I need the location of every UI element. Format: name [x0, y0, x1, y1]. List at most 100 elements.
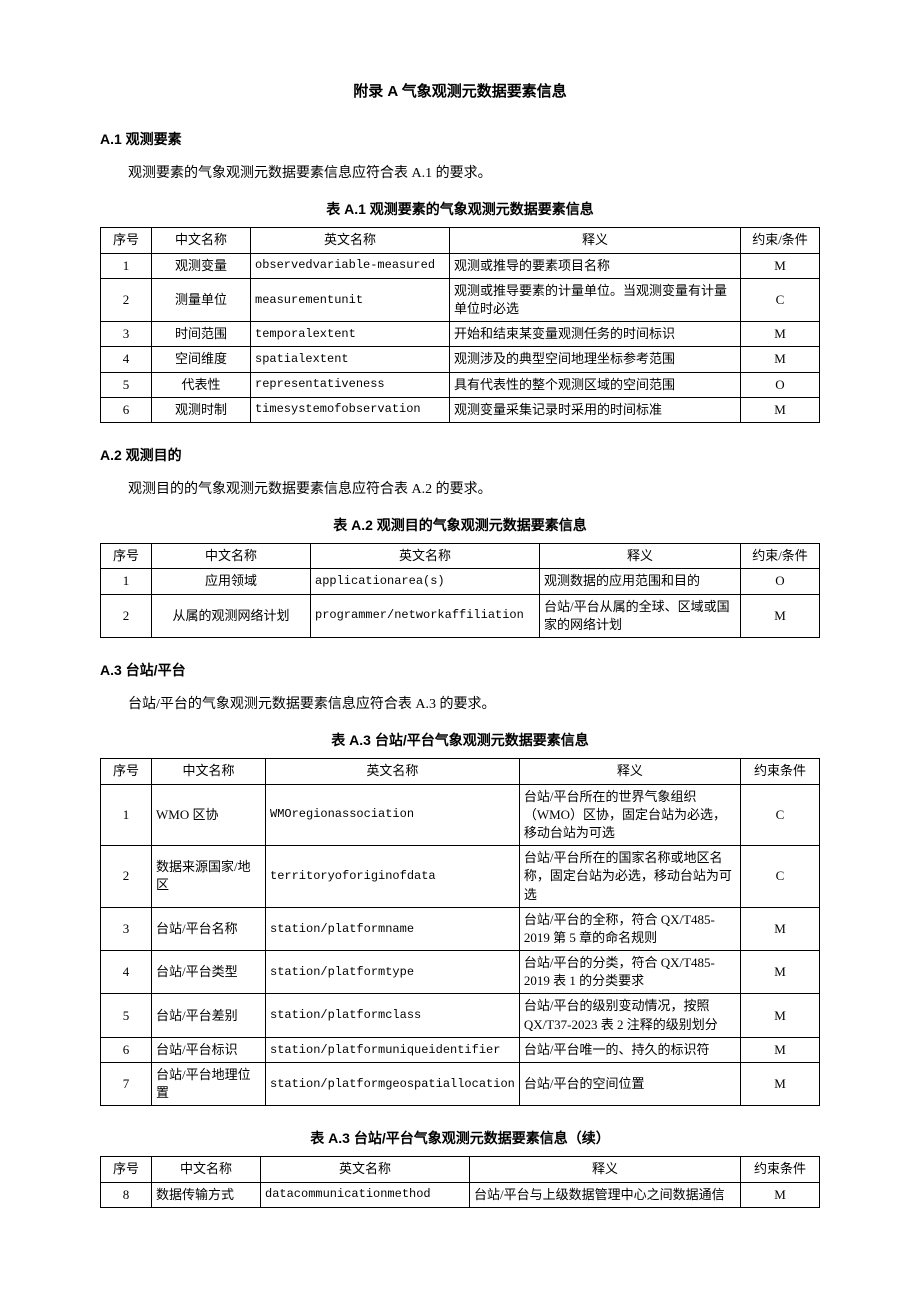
th-seq: 序号 [101, 1157, 152, 1182]
cell-def: 台站/平台所在的国家名称或地区名称，固定台站为必选，移动台站为可选 [519, 846, 740, 908]
table-a3-cont-body: 8数据传输方式datacommunicationmethod台站/平台与上级数据… [101, 1182, 820, 1207]
table-row: 3时间范围temporalextent开始和结束某变量观测任务的时间标识M [101, 322, 820, 347]
cell-en: territoryoforiginofdata [266, 846, 520, 908]
th-card: 约束/条件 [741, 544, 820, 569]
section-a2-intro: 观测目的的气象观测元数据要素信息应符合表 A.2 的要求。 [100, 479, 820, 501]
cell-cn: WMO 区协 [152, 784, 266, 846]
cell-card: M [741, 397, 820, 422]
cell-def: 台站/平台唯一的、持久的标识符 [519, 1037, 740, 1062]
cell-en: representativeness [251, 372, 450, 397]
cell-def: 观测数据的应用范围和目的 [540, 569, 741, 594]
table-a3-cont-caption: 表 A.3 台站/平台气象观测元数据要素信息（续） [100, 1128, 820, 1148]
cell-en: applicationarea(s) [311, 569, 540, 594]
cell-card: M [741, 907, 820, 950]
table-a1-body: 1观测变量observedvariable-measured观测或推导的要素项目… [101, 253, 820, 422]
cell-en: temporalextent [251, 322, 450, 347]
table-row: 1应用领域applicationarea(s)观测数据的应用范围和目的O [101, 569, 820, 594]
cell-seq: 5 [101, 994, 152, 1037]
table-row: 4空间维度spatialextent观测涉及的典型空间地理坐标参考范围M [101, 347, 820, 372]
table-a2-body: 1应用领域applicationarea(s)观测数据的应用范围和目的O2从属的… [101, 569, 820, 638]
th-card: 约束条件 [741, 1157, 820, 1182]
cell-en: measurementunit [251, 278, 450, 321]
cell-cn: 观测时制 [152, 397, 251, 422]
section-a3-heading: A.3 台站/平台 [100, 660, 820, 680]
cell-def: 观测或推导的要素项目名称 [450, 253, 741, 278]
cell-seq: 8 [101, 1182, 152, 1207]
cell-def: 观测变量采集记录时采用的时间标准 [450, 397, 741, 422]
cell-en: station/platformname [266, 907, 520, 950]
cell-card: C [741, 846, 820, 908]
th-seq: 序号 [101, 228, 152, 253]
cell-card: M [741, 1182, 820, 1207]
cell-def: 台站/平台所在的世界气象组织（WMO）区协，固定台站为必选，移动台站为可选 [519, 784, 740, 846]
cell-def: 台站/平台与上级数据管理中心之间数据通信 [470, 1182, 741, 1207]
th-card: 约束/条件 [741, 228, 820, 253]
th-en: 英文名称 [266, 759, 520, 784]
cell-card: M [741, 253, 820, 278]
cell-cn: 应用领域 [152, 569, 311, 594]
cell-en: programmer/networkaffiliation [311, 594, 540, 637]
cell-card: M [741, 1037, 820, 1062]
cell-cn: 空间维度 [152, 347, 251, 372]
cell-cn: 时间范围 [152, 322, 251, 347]
cell-def: 开始和结束某变量观测任务的时间标识 [450, 322, 741, 347]
cell-card: C [741, 784, 820, 846]
th-cn: 中文名称 [152, 544, 311, 569]
section-a2-heading: A.2 观测目的 [100, 445, 820, 465]
table-row: 2从属的观测网络计划programmer/networkaffiliation台… [101, 594, 820, 637]
cell-cn: 测量单位 [152, 278, 251, 321]
table-row: 3台站/平台名称station/platformname台站/平台的全称，符合 … [101, 907, 820, 950]
table-a3-caption: 表 A.3 台站/平台气象观测元数据要素信息 [100, 730, 820, 750]
cell-cn: 台站/平台差别 [152, 994, 266, 1037]
th-def: 释义 [470, 1157, 741, 1182]
cell-cn: 数据来源国家/地区 [152, 846, 266, 908]
section-a1-intro: 观测要素的气象观测元数据要素信息应符合表 A.1 的要求。 [100, 163, 820, 185]
th-seq: 序号 [101, 759, 152, 784]
cell-seq: 2 [101, 594, 152, 637]
cell-seq: 6 [101, 397, 152, 422]
cell-cn: 台站/平台类型 [152, 951, 266, 994]
cell-en: WMOregionassociation [266, 784, 520, 846]
table-a2-caption: 表 A.2 观测目的气象观测元数据要素信息 [100, 515, 820, 535]
th-card: 约束条件 [741, 759, 820, 784]
th-en: 英文名称 [251, 228, 450, 253]
cell-cn: 数据传输方式 [152, 1182, 261, 1207]
cell-seq: 1 [101, 569, 152, 594]
table-a1-caption: 表 A.1 观测要素的气象观测元数据要素信息 [100, 199, 820, 219]
cell-en: observedvariable-measured [251, 253, 450, 278]
cell-en: timesystemofobservation [251, 397, 450, 422]
table-row: 6观测时制timesystemofobservation观测变量采集记录时采用的… [101, 397, 820, 422]
cell-seq: 3 [101, 907, 152, 950]
cell-seq: 4 [101, 347, 152, 372]
cell-en: spatialextent [251, 347, 450, 372]
cell-def: 台站/平台的级别变动情况，按照 QX/T37-2023 表 2 注释的级别划分 [519, 994, 740, 1037]
cell-card: M [741, 994, 820, 1037]
cell-card: O [741, 569, 820, 594]
table-row: 4台站/平台类型station/platformtype台站/平台的分类，符合 … [101, 951, 820, 994]
cell-cn: 观测变量 [152, 253, 251, 278]
cell-en: datacommunicationmethod [261, 1182, 470, 1207]
table-header-row: 序号 中文名称 英文名称 释义 约束条件 [101, 759, 820, 784]
cell-def: 台站/平台的空间位置 [519, 1063, 740, 1106]
cell-seq: 1 [101, 253, 152, 278]
cell-def: 观测涉及的典型空间地理坐标参考范围 [450, 347, 741, 372]
cell-cn: 台站/平台标识 [152, 1037, 266, 1062]
appendix-title: 附录 A 气象观测元数据要素信息 [100, 80, 820, 101]
table-header-row: 序号 中文名称 英文名称 释义 约束/条件 [101, 544, 820, 569]
cell-en: station/platformtype [266, 951, 520, 994]
table-a2: 序号 中文名称 英文名称 释义 约束/条件 1应用领域applicationar… [100, 543, 820, 638]
cell-card: M [741, 951, 820, 994]
table-row: 2测量单位measurementunit观测或推导要素的计量单位。当观测变量有计… [101, 278, 820, 321]
cell-card: M [741, 1063, 820, 1106]
cell-seq: 3 [101, 322, 152, 347]
table-row: 5代表性representativeness具有代表性的整个观测区域的空间范围O [101, 372, 820, 397]
cell-seq: 2 [101, 278, 152, 321]
table-row: 2数据来源国家/地区territoryoforiginofdata台站/平台所在… [101, 846, 820, 908]
cell-def: 观测或推导要素的计量单位。当观测变量有计量单位时必选 [450, 278, 741, 321]
table-row: 7台站/平台地理位置station/platformgeospatialloca… [101, 1063, 820, 1106]
table-row: 1观测变量observedvariable-measured观测或推导的要素项目… [101, 253, 820, 278]
cell-en: station/platformuniqueidentifier [266, 1037, 520, 1062]
cell-def: 具有代表性的整个观测区域的空间范围 [450, 372, 741, 397]
th-seq: 序号 [101, 544, 152, 569]
cell-en: station/platformgeospatiallocation [266, 1063, 520, 1106]
